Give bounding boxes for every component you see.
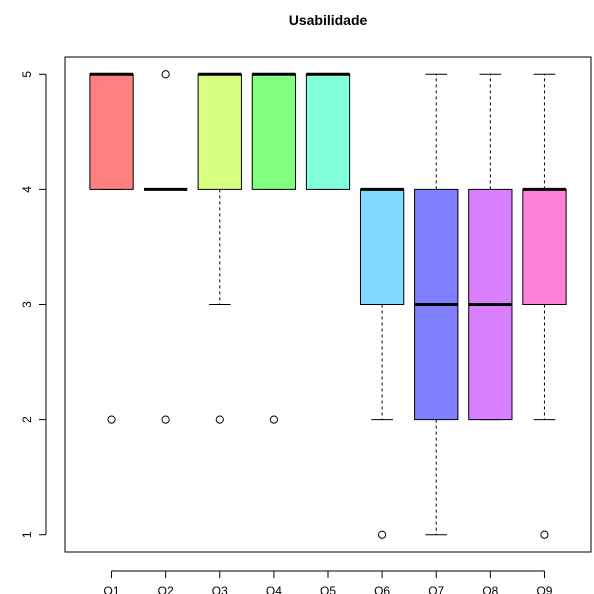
y-tick-label: 1 [20,531,34,538]
x-axis: Q1 Q2 Q3 Q4 Q5 Q6 Q7 Q8 Q9 [104,570,553,594]
y-tick-label: 5 [20,71,34,78]
outlier-point [540,530,549,539]
outlier-point [161,70,170,79]
x-tick-label: Q2 [158,584,174,594]
x-tick-label: Q4 [266,584,282,594]
x-tick-label: Q1 [104,584,120,594]
outlier-point [378,530,387,539]
box-body [197,73,242,190]
outlier-point [215,415,224,424]
y-tick-label: 4 [20,186,34,193]
box-q5 [305,72,351,190]
chart-title: Usabilidade [289,12,368,28]
box-body [251,73,297,190]
x-tick-label: Q3 [212,584,228,594]
boxes [89,70,567,539]
box-q2 [144,70,188,424]
box-body [305,73,351,190]
y-tick-label: 2 [20,416,34,423]
box-q6 [359,187,405,539]
box-q9 [522,73,567,539]
x-tick-label: Q7 [428,584,444,594]
box-q4 [251,72,297,424]
y-axis: 1 2 3 4 5 [20,71,47,538]
outlier-point [161,415,170,424]
outlier-point [269,415,278,424]
box-body [89,73,134,190]
x-tick-label: Q8 [482,584,498,594]
outlier-point [107,415,116,424]
box-q8 [468,73,513,421]
box-q7 [414,73,459,536]
y-tick-label: 3 [20,301,34,308]
x-tick-label: Q6 [374,584,390,594]
box-q3 [197,72,242,424]
box-body [359,188,405,306]
box-body [522,188,567,306]
box-q1 [89,72,134,424]
x-tick-label: Q5 [320,584,336,594]
plot-frame [64,56,592,553]
x-tick-label: Q9 [536,584,552,594]
